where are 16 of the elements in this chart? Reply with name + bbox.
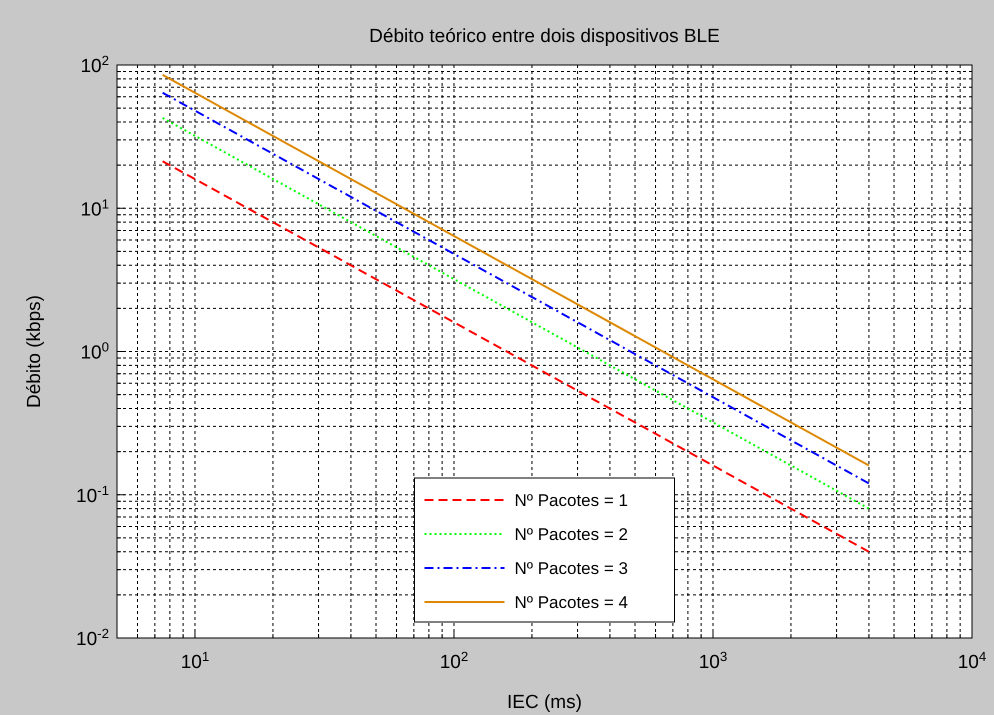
y-tick-label: 10$^{-1}$ <box>76 482 109 507</box>
y-tick-label: 10$^{2}$ <box>80 52 109 77</box>
chart-title: Débito teórico entre dois dispositivos BLE <box>369 26 720 47</box>
y-tick-label: 10$^{0}$ <box>80 339 109 364</box>
y-tick-label: 10$^{-2}$ <box>76 626 109 650</box>
x-tick-label: 10$^{3}$ <box>698 648 728 673</box>
legend-label: Nº Pacotes = 3 <box>514 559 628 578</box>
x-tick-label: 10$^{4}$ <box>958 648 986 673</box>
y-tick-label: 10$^{1}$ <box>80 196 109 220</box>
legend-label: Nº Pacotes = 4 <box>514 593 628 612</box>
x-tick-label: 10$^{1}$ <box>180 648 210 673</box>
x-axis-title: IEC (ms) <box>507 692 582 713</box>
legend-label: Nº Pacotes = 2 <box>514 525 628 544</box>
legend-label: Nº Pacotes = 1 <box>514 491 628 510</box>
y-axis-title: Débito (kbps) <box>24 295 45 408</box>
x-tick-label: 10$^{2}$ <box>440 648 468 673</box>
